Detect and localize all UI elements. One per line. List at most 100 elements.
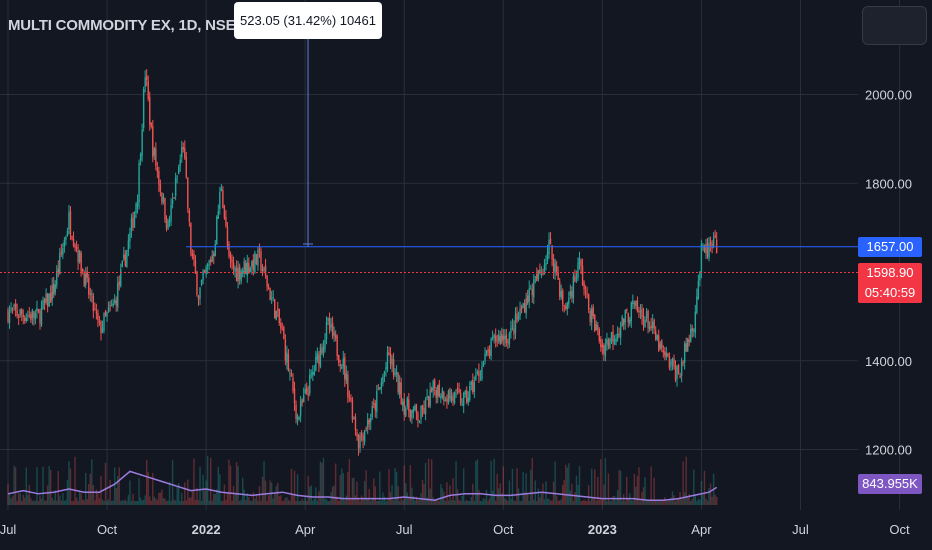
candle-body bbox=[376, 391, 378, 412]
volume-bar bbox=[83, 500, 85, 505]
candle-body bbox=[487, 349, 489, 352]
candle-body bbox=[17, 316, 20, 318]
candle-body bbox=[196, 271, 198, 295]
volume-bar bbox=[501, 493, 503, 505]
x-axis[interactable]: Jul Oct 2022 Apr Jul Oct 2023 Apr Jul Oct bbox=[0, 522, 910, 537]
chart-settings-button[interactable] bbox=[862, 6, 927, 45]
candle-body bbox=[578, 257, 581, 264]
candle-body bbox=[610, 331, 613, 342]
volume-bar bbox=[165, 500, 168, 505]
candle-body bbox=[65, 236, 67, 240]
x-tick-label: Jul bbox=[0, 522, 16, 537]
volume-bar bbox=[432, 497, 434, 505]
candle-body bbox=[261, 269, 264, 271]
volume-bar bbox=[283, 500, 285, 505]
candle-body bbox=[304, 389, 306, 394]
volume-bar bbox=[258, 486, 261, 505]
candle-body bbox=[56, 270, 58, 286]
volume-bar bbox=[24, 497, 26, 505]
candle-body bbox=[421, 405, 424, 410]
volume-bar bbox=[135, 500, 137, 505]
volume-bar bbox=[699, 499, 701, 505]
volume-bar bbox=[94, 500, 96, 505]
candle-body bbox=[191, 253, 194, 257]
candle-body bbox=[482, 362, 485, 367]
volume-bar bbox=[71, 500, 73, 505]
candle-body bbox=[488, 349, 491, 356]
candle-body bbox=[298, 416, 300, 419]
candle-body bbox=[98, 321, 101, 323]
candle-body bbox=[362, 435, 364, 441]
volume-bar bbox=[274, 492, 276, 505]
volume-bar bbox=[115, 488, 117, 505]
volume-bar bbox=[365, 470, 367, 505]
candle-body bbox=[49, 292, 52, 303]
candle-body bbox=[403, 399, 405, 416]
x-tick-label: 2022 bbox=[192, 522, 221, 537]
y-axis[interactable]: 2000.00 1800.00 1400.00 1200.00 bbox=[865, 88, 912, 458]
volume-bar bbox=[333, 485, 335, 505]
candle-body bbox=[113, 300, 116, 303]
candle-body bbox=[558, 280, 561, 297]
candle-body bbox=[54, 284, 56, 293]
candle-body bbox=[81, 268, 84, 272]
volume-bar bbox=[715, 496, 718, 505]
volume-bar bbox=[466, 500, 468, 505]
candle-body bbox=[95, 311, 98, 314]
candle-body bbox=[263, 266, 265, 271]
candle-body bbox=[127, 240, 130, 251]
volume-bar bbox=[604, 457, 607, 505]
volume-bar bbox=[112, 500, 114, 505]
candle-body bbox=[397, 373, 399, 393]
candle-body bbox=[505, 334, 508, 344]
candle-body bbox=[107, 307, 110, 312]
x-tick-label: Apr bbox=[691, 522, 712, 537]
volume-bar bbox=[118, 467, 120, 505]
volume-bar bbox=[232, 486, 235, 505]
candle-body bbox=[155, 148, 157, 167]
candle-body bbox=[62, 248, 64, 255]
candle-body bbox=[142, 89, 145, 128]
volume-bar bbox=[484, 499, 486, 505]
volume-bar bbox=[470, 497, 472, 505]
candle-body bbox=[523, 303, 526, 313]
volume-bar bbox=[708, 487, 710, 505]
candle-body bbox=[45, 293, 47, 303]
candle-body bbox=[496, 341, 498, 343]
volume-bar bbox=[674, 500, 677, 505]
candle-body bbox=[526, 295, 529, 303]
volume-bar bbox=[194, 499, 197, 505]
candle-body bbox=[386, 352, 389, 370]
volume-bar bbox=[569, 490, 572, 505]
volume-bar bbox=[665, 500, 668, 505]
candle-body bbox=[560, 290, 562, 298]
volume-bar bbox=[510, 498, 512, 505]
volume-bar bbox=[583, 499, 585, 505]
candle-body bbox=[575, 277, 578, 280]
volume-bar bbox=[51, 497, 53, 505]
candle-body bbox=[543, 264, 546, 275]
candle-body bbox=[136, 201, 139, 207]
volume-bar bbox=[10, 498, 12, 505]
volume-bar bbox=[237, 466, 239, 505]
volume-bar bbox=[301, 498, 303, 505]
volume-bar bbox=[615, 500, 617, 505]
candle-body bbox=[587, 294, 590, 310]
candle-body bbox=[498, 334, 500, 341]
candle-body bbox=[470, 382, 472, 385]
candle-body bbox=[379, 387, 381, 390]
candle-body bbox=[536, 273, 538, 282]
measure-label[interactable]: 523.05 (31.42%) 10461 bbox=[234, 2, 382, 39]
candle-body bbox=[702, 244, 704, 246]
volume-bar bbox=[173, 499, 175, 505]
candle-body bbox=[621, 316, 623, 326]
candle-body bbox=[118, 281, 120, 285]
candle-body bbox=[74, 244, 76, 248]
candle-body bbox=[616, 333, 619, 339]
candle-body bbox=[100, 321, 102, 334]
candle-body bbox=[43, 298, 46, 304]
volume-bar bbox=[644, 477, 646, 505]
volume-bar bbox=[75, 497, 78, 505]
volume-bar bbox=[706, 500, 709, 505]
